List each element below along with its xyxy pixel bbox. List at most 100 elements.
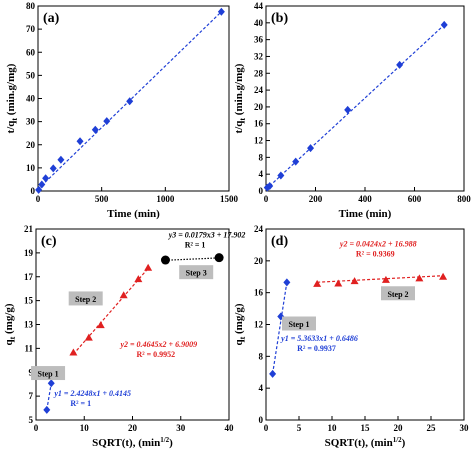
x-axis-title-main: SQRT(t), (min — [325, 437, 393, 449]
x-tick-label: 10 — [80, 423, 90, 433]
x-tick-label: 25 — [427, 423, 437, 433]
y-axis-title-main: q — [3, 339, 15, 346]
x-tick-label: 40 — [225, 423, 235, 433]
data-point-diamond — [292, 157, 300, 166]
chart-panel-a: 0 500 1000 1500 0 10 20 30 40 50 60 70 80 Time (min) t… — [5, 1, 239, 220]
data-point-diamond — [126, 97, 134, 106]
x-axis-title: SQRT(t), (min1/2) — [92, 436, 173, 449]
y-tick-label: 16 — [254, 288, 264, 298]
data-point-triangle — [334, 279, 343, 287]
data-point-diamond — [49, 164, 57, 173]
y-tick-label: 60 — [26, 47, 36, 57]
data-point-diamond — [440, 20, 448, 29]
y-axis-title: qt (mg/g) — [233, 303, 247, 345]
panel-label: (a) — [43, 11, 60, 26]
data-point-circle — [160, 255, 170, 265]
y-tick-label: 70 — [26, 24, 36, 34]
data-point-diamond — [283, 278, 291, 287]
x-tick-label: 15 — [361, 423, 371, 433]
data-point-diamond — [269, 369, 277, 378]
x-tick-label: 0 — [34, 423, 39, 433]
y-tick-label: 40 — [26, 94, 36, 104]
y-axis-title-sub: t — [238, 336, 247, 339]
data-point-diamond — [42, 174, 50, 183]
step1-equation: y1 = 5.3633x1 + 0.6486 — [280, 334, 358, 343]
y-tick-label: 24 — [254, 85, 264, 95]
data-point-diamond — [344, 105, 352, 114]
data-point-triangle — [134, 275, 143, 283]
step-box — [31, 366, 66, 381]
data-point-diamond — [38, 180, 46, 189]
y-tick-label: 28 — [254, 68, 264, 78]
chart-panel-d: 0 5 10 15 20 25 30 0 4 8 12 16 20 24 SQRT(t), (min1/2)… — [233, 224, 469, 449]
data-point-triangle — [439, 272, 448, 280]
step2-r2: R² = 0.9952 — [136, 350, 175, 359]
y-tick-label: 8 — [259, 351, 264, 361]
y-axis-title-sub: t — [238, 118, 247, 121]
data-point-triangle — [350, 277, 359, 285]
x-tick-label: 30 — [460, 423, 470, 433]
step2-equation: y2 = 0.0424x2 + 16.988 — [339, 240, 417, 249]
x-tick-label: 0 — [264, 423, 269, 433]
y-tick-label: 19 — [24, 248, 34, 258]
fit-line — [317, 275, 444, 283]
x-axis-title-rest: ) — [169, 437, 173, 449]
x-tick-label: 200 — [309, 194, 323, 204]
x-axis-title: Time (min) — [107, 208, 160, 220]
y-tick-label: 17 — [24, 272, 34, 282]
step1-equation: y1 = 2.4248x1 + 0.4145 — [53, 389, 131, 398]
y-axis-title-main: q — [233, 339, 245, 346]
fit-line — [272, 282, 288, 374]
y-tick-label: 9 — [29, 367, 34, 377]
data-point-triangle — [381, 275, 390, 283]
y-tick-label: 12 — [254, 320, 264, 330]
y-axis-title-rest: (mg/g) — [3, 303, 15, 337]
x-tick-label: 500 — [95, 194, 109, 204]
data-point-diamond — [277, 171, 285, 180]
x-tick-label: 1000 — [156, 194, 175, 204]
data-point-diamond — [91, 125, 99, 134]
panel-label: (c) — [41, 234, 57, 249]
y-tick-label: 8 — [259, 152, 264, 162]
y-axis-title: t/qt (min.g/mg) — [5, 63, 19, 133]
x-tick-label: 20 — [394, 423, 404, 433]
x-tick-label: 30 — [176, 423, 186, 433]
x-axis-title: Time (min) — [339, 208, 392, 220]
x-tick-label: 10 — [328, 423, 338, 433]
x-tick-label: 0 — [264, 194, 269, 204]
data-point-triangle — [96, 321, 105, 329]
y-axis-title-rest: (min.g/mg) — [233, 63, 245, 118]
data-point-triangle — [415, 274, 424, 282]
y-tick-label: 11 — [24, 343, 33, 353]
y-tick-label: 16 — [254, 119, 264, 129]
x-axis-title-sup: 1/2 — [160, 436, 169, 444]
y-tick-label: 10 — [26, 163, 36, 173]
fit-line — [165, 257, 220, 261]
y-tick-label: 30 — [26, 117, 36, 127]
y-tick-label: 80 — [26, 1, 36, 11]
x-tick-label: 600 — [408, 194, 422, 204]
y-tick-label: 40 — [254, 18, 264, 28]
panel-label: (b) — [271, 11, 288, 26]
y-tick-label: 24 — [254, 224, 264, 234]
step-box — [68, 291, 103, 306]
y-tick-label: 20 — [26, 140, 36, 150]
step-box — [381, 286, 415, 301]
y-tick-label: 15 — [24, 296, 34, 306]
fit-line — [72, 267, 149, 355]
y-tick-label: 50 — [26, 70, 36, 80]
y-axis-title: t/qt (min.g/mg) — [233, 63, 247, 133]
y-axis-title-main: t/q — [233, 120, 245, 134]
step-label: Step 1 — [38, 370, 59, 379]
x-tick-label: 400 — [358, 194, 372, 204]
step-label: Step 1 — [288, 320, 309, 329]
y-tick-label: 4 — [259, 169, 264, 179]
y-axis-title-rest: (min.g/mg) — [5, 63, 17, 118]
y-axis-title-sub: t — [10, 118, 19, 121]
y-axis-title-rest: (mg/g) — [233, 303, 245, 337]
y-tick-label: 13 — [24, 320, 34, 330]
data-point-triangle — [69, 348, 78, 356]
y-tick-label: 4 — [259, 383, 264, 393]
y-tick-label: 36 — [254, 35, 264, 45]
